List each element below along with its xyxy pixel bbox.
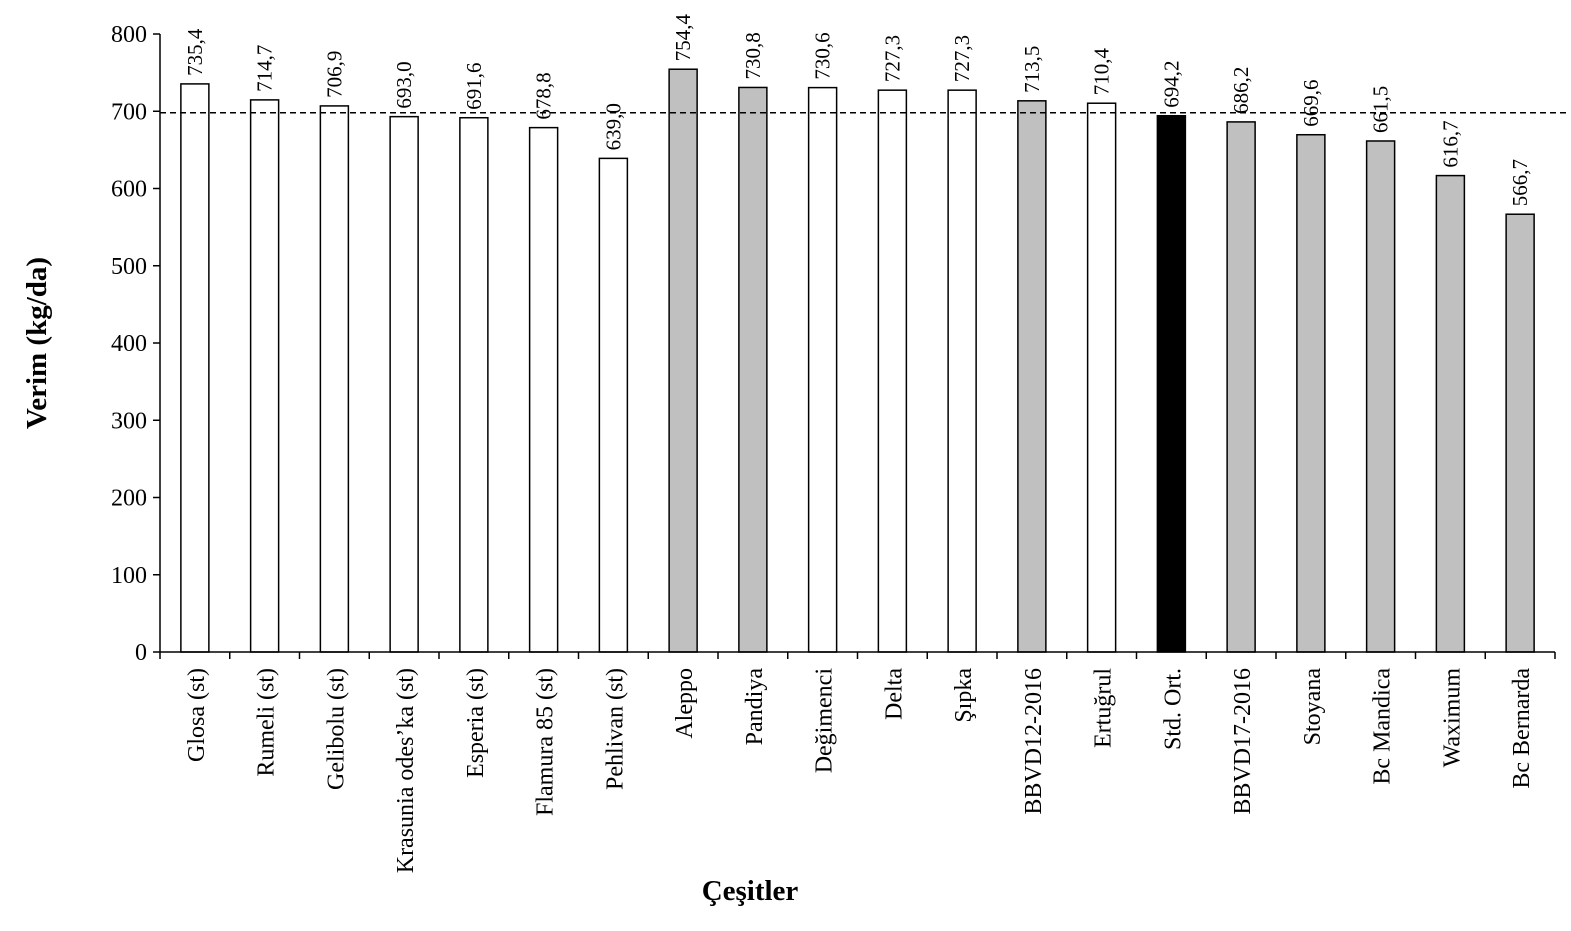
category-label: Aleppo [672, 668, 698, 739]
category-label: Bc Mandica [1370, 668, 1396, 785]
bar [1156, 114, 1187, 653]
bar [947, 89, 977, 653]
bar [1505, 213, 1535, 653]
category-label: Şıpka [951, 668, 977, 723]
bar [668, 68, 698, 653]
category-label: Değimenci [812, 668, 838, 774]
x-ticks-group [159, 652, 1556, 659]
y-tick-label: 400 [111, 331, 147, 357]
category-label: Krasunia odes’ka (st) [393, 668, 419, 873]
category-label: BBVD17-2016 [1230, 668, 1256, 815]
bar [1296, 133, 1326, 653]
y-tick-label: 600 [111, 177, 147, 203]
bar [1365, 140, 1396, 653]
bar [738, 86, 768, 653]
bar [319, 105, 350, 653]
y-tick-label: 100 [111, 563, 147, 589]
data-label: 730,8 [741, 32, 765, 79]
data-label: 616,7 [1438, 120, 1462, 167]
bar [1435, 174, 1466, 653]
bar [528, 126, 559, 653]
data-label: 693,0 [392, 61, 416, 108]
data-label: 691,6 [462, 62, 486, 109]
y-tick-label: 200 [111, 486, 147, 512]
bar [598, 157, 629, 653]
category-label: Pandiya [742, 668, 768, 746]
category-label: Flamura 85 (st) [533, 668, 559, 816]
data-label: 710,4 [1090, 47, 1114, 95]
data-label: 694,2 [1159, 60, 1183, 107]
data-label: 735,4 [183, 28, 207, 76]
data-label: 754,4 [671, 13, 695, 61]
data-labels-group: 735,4 714,7 706,9 693,0 691,6 678,8 639,0 754,4… [183, 13, 1532, 206]
bar [249, 99, 280, 653]
category-label: BBVD12-2016 [1021, 668, 1047, 815]
category-label: Gelibolu (st) [323, 668, 349, 790]
data-label: 727,3 [880, 35, 904, 82]
y-tick-label: 500 [111, 254, 147, 280]
category-label: Stoyana [1300, 668, 1326, 746]
category-label: Delta [881, 668, 907, 720]
data-label: 661,5 [1369, 86, 1393, 133]
data-label: 566,7 [1508, 159, 1532, 206]
bar [1017, 100, 1047, 653]
category-label: Ertuğrul [1091, 668, 1117, 748]
bar [389, 115, 419, 653]
category-label: Glosa (st) [184, 668, 210, 762]
category-label: Esperia (st) [463, 668, 489, 778]
bars-group [180, 68, 1535, 653]
bar [877, 89, 908, 653]
category-label: Bc Bernarda [1509, 668, 1535, 789]
category-label: Waximum [1439, 668, 1465, 768]
y-tick-label: 0 [135, 640, 147, 666]
bar [180, 83, 210, 653]
bar [1086, 102, 1117, 653]
y-ticks-group: 0 100 200 300 400 500 600 700 800 [111, 22, 160, 666]
data-label: 639,0 [601, 103, 625, 150]
category-label: Rumeli (st) [254, 668, 280, 777]
bar [807, 86, 838, 653]
bar [1226, 121, 1256, 653]
y-tick-label: 700 [111, 99, 147, 125]
data-label: 730,6 [811, 32, 835, 79]
data-label: 706,9 [322, 51, 346, 98]
bar [459, 116, 489, 653]
data-label: 727,3 [950, 35, 974, 82]
category-label: Pehlivan (st) [602, 668, 628, 790]
y-tick-label: 300 [111, 408, 147, 434]
category-labels-group: Glosa (st) Rumeli (st) Gelibolu (st) Krasun… [184, 668, 1535, 874]
data-label: 686,2 [1229, 67, 1253, 114]
data-label: 669,6 [1299, 79, 1323, 126]
data-label: 678,8 [532, 72, 556, 119]
category-label: Std. Ort. [1160, 668, 1186, 750]
y-axis-title: Verim (kg/da) [21, 257, 53, 429]
y-tick-label: 800 [111, 22, 147, 48]
data-label: 713,5 [1020, 46, 1044, 93]
x-axis-title: Çeşitler [702, 875, 799, 907]
data-label: 714,7 [253, 45, 277, 92]
